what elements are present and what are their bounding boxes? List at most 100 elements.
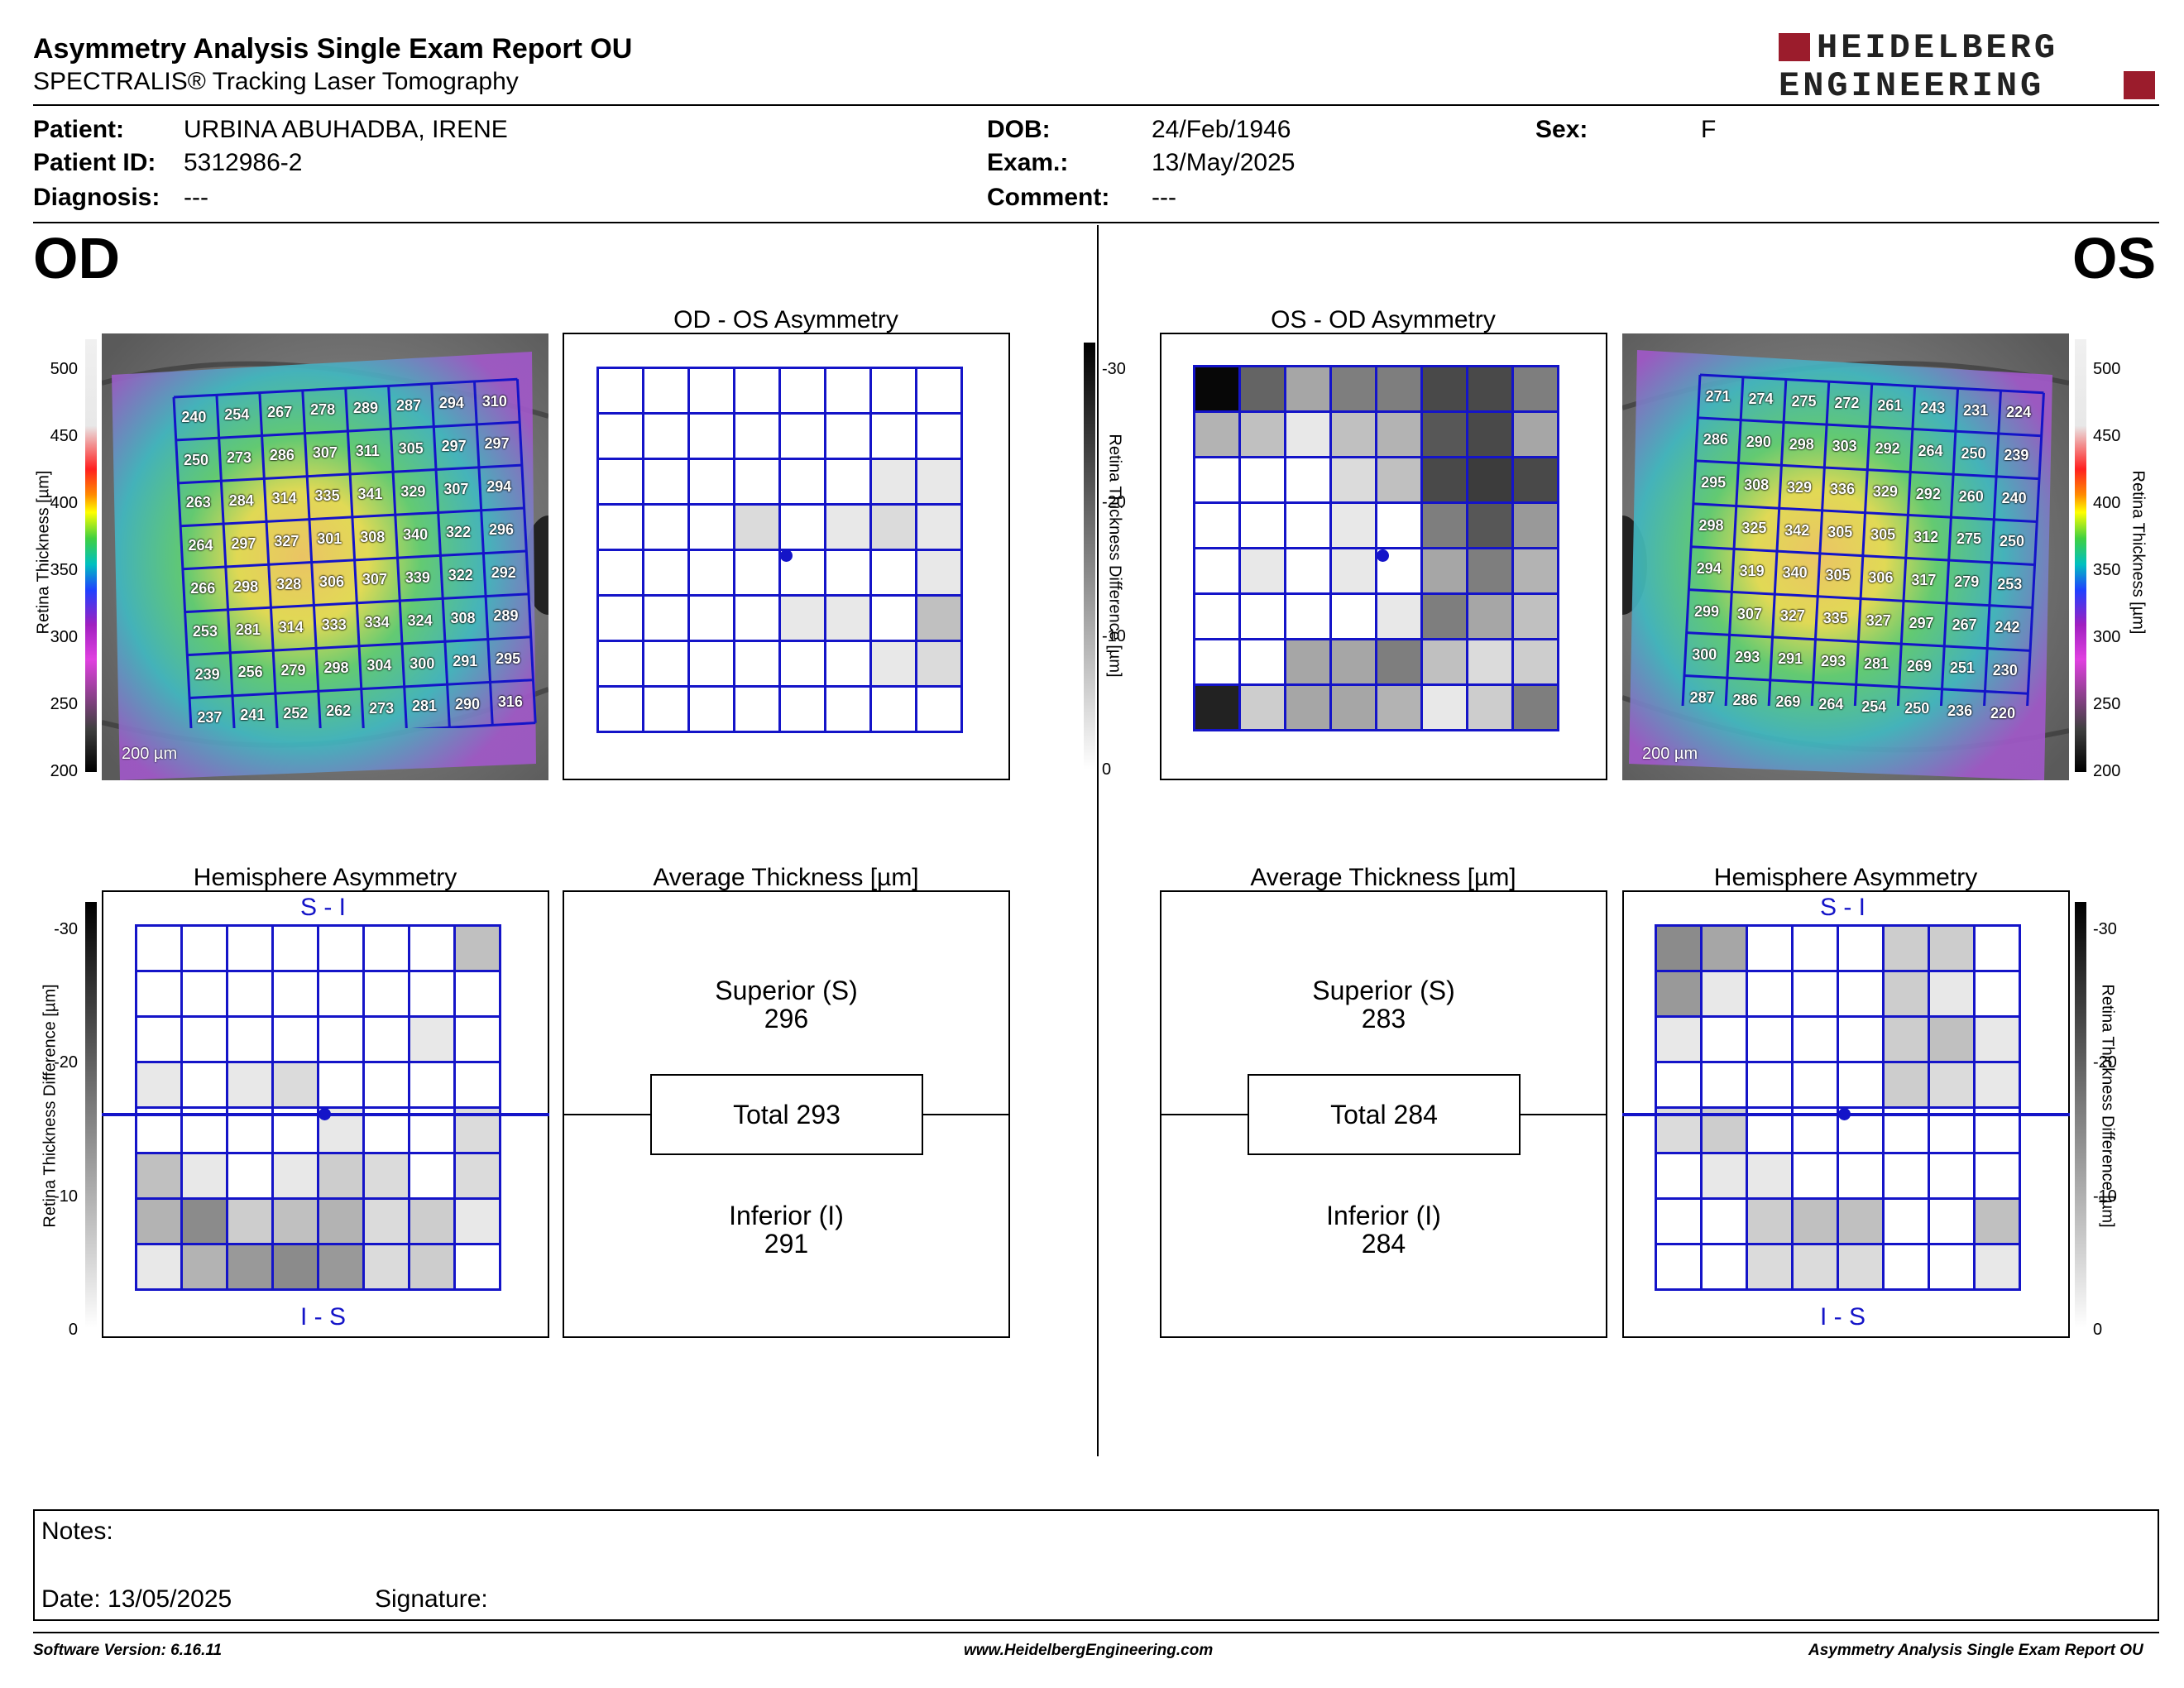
grid-cell [226,1015,274,1063]
grid-cell [1238,456,1286,504]
grid-cell [1700,1061,1748,1109]
thickness-value: 291 [1778,650,1803,668]
grid-cell [1420,456,1468,504]
thickness-value: 287 [395,397,422,414]
thickness-value: 281 [1863,655,1889,672]
grid-cell [733,367,781,415]
notes-box[interactable] [33,1509,2159,1621]
patient-value: URBINA ABUHADBA, IRENE [184,116,508,143]
os-fundus-image [1622,333,2069,780]
grid-cell [1284,365,1332,413]
grid-row [135,1197,501,1245]
grid-cell [1746,924,1794,972]
grid-cell [915,367,963,415]
grid-cell [915,685,963,733]
grid-cell [869,640,917,688]
grid-cell [596,412,644,460]
thickness-value: 294 [486,478,512,496]
grid-cell [1193,410,1241,458]
grid-cell [642,458,690,506]
thickness-value: 325 [1741,519,1767,536]
thickness-value: 253 [192,623,218,640]
footer-software: Software Version: 6.16.11 [33,1642,223,1659]
thickness-value: 297 [1909,614,1934,631]
grid-cell [1746,1015,1794,1063]
thickness-value: 305 [1870,525,1896,543]
exam-label: Exam.: [987,149,1069,176]
thickness-value: 286 [269,447,295,464]
grid-cell [1928,1243,1976,1291]
grid-cell [1193,365,1241,413]
grid-cell [1284,592,1332,640]
grid-cell [1746,1152,1794,1200]
od-scale-label: 200 µm [122,745,178,763]
thickness-value: 298 [233,578,259,595]
tick-label: 300 [2093,628,2121,646]
grid-cell [317,970,365,1018]
grid-cell [1511,683,1559,731]
grid-cell [1791,970,1839,1018]
thickness-value: 306 [1868,568,1894,586]
grid-cell [1837,924,1885,972]
thickness-value: 284 [228,492,254,509]
grid-cell [1375,365,1423,413]
diagnosis-label: Diagnosis: [33,184,160,211]
footer-website[interactable]: www.HeidelbergEngineering.com [964,1642,1214,1659]
heidelberg-logo: HEIDELBERG ENGINEERING [1779,28,2155,106]
grid-cell [1700,970,1748,1018]
grid-cell [824,367,872,415]
grid-line [473,381,494,726]
report-title: Asymmetry Analysis Single Exam Report OU [33,33,633,65]
tick-label: -20 [54,1053,78,1072]
grid-line [1938,388,1960,706]
thickness-value: 240 [2001,490,2027,507]
os-asym-fovea-dot [1377,549,1389,562]
os-hemi-grid [1655,924,2021,1291]
grid-row [1193,456,1559,504]
grid-cell [1882,924,1930,972]
os-eye-label: OS [2072,226,2157,290]
od-inferior-value: 291 [764,1229,809,1259]
grid-row [1193,683,1559,731]
grid-cell [408,970,456,1018]
grid-cell [1466,592,1514,640]
tick-label: -20 [2093,1053,2117,1072]
thickness-value: 342 [1784,521,1810,539]
sex-value: F [1701,116,1717,143]
thickness-value: 275 [1791,392,1817,410]
grid-cell [1193,456,1241,504]
os-superior-label: Superior (S) [1312,976,1455,1005]
grid-cell [1700,1243,1748,1291]
grid-cell [1746,1243,1794,1291]
os-scale-label: 200 µm [1642,745,1698,763]
grid-cell [135,1152,183,1200]
thickness-value: 305 [1825,567,1851,584]
grid-cell [135,1015,183,1063]
os-superior-value: 283 [1361,1004,1406,1033]
grid-cell [1284,547,1332,595]
signature-label: Signature: [375,1585,488,1613]
os-thickness-colorbar [2075,339,2086,772]
grid-cell [408,1061,456,1109]
grid-cell [226,1061,274,1109]
grid-cell [1928,1061,1976,1109]
grid-cell [1882,1015,1930,1063]
grid-cell [1329,410,1377,458]
thickness-value: 263 [185,494,211,511]
thickness-value: 254 [1861,698,1887,715]
grid-line [1895,386,1917,706]
grid-cell [687,640,735,688]
grid-cell [915,458,963,506]
date-label: Date: 13/05/2025 [41,1585,232,1613]
grid-cell [1375,638,1423,686]
grid-row [135,924,501,972]
grid-cell [1238,365,1286,413]
patient-label: Patient: [33,116,125,143]
patient-id-value: 5312986-2 [184,149,303,176]
grid-row [1655,1197,2021,1245]
grid-cell [915,549,963,597]
grid-row [596,549,963,597]
thickness-value: 220 [1990,704,2016,722]
os-inferior-label: Inferior (I) [1326,1201,1441,1230]
grid-cell [642,412,690,460]
